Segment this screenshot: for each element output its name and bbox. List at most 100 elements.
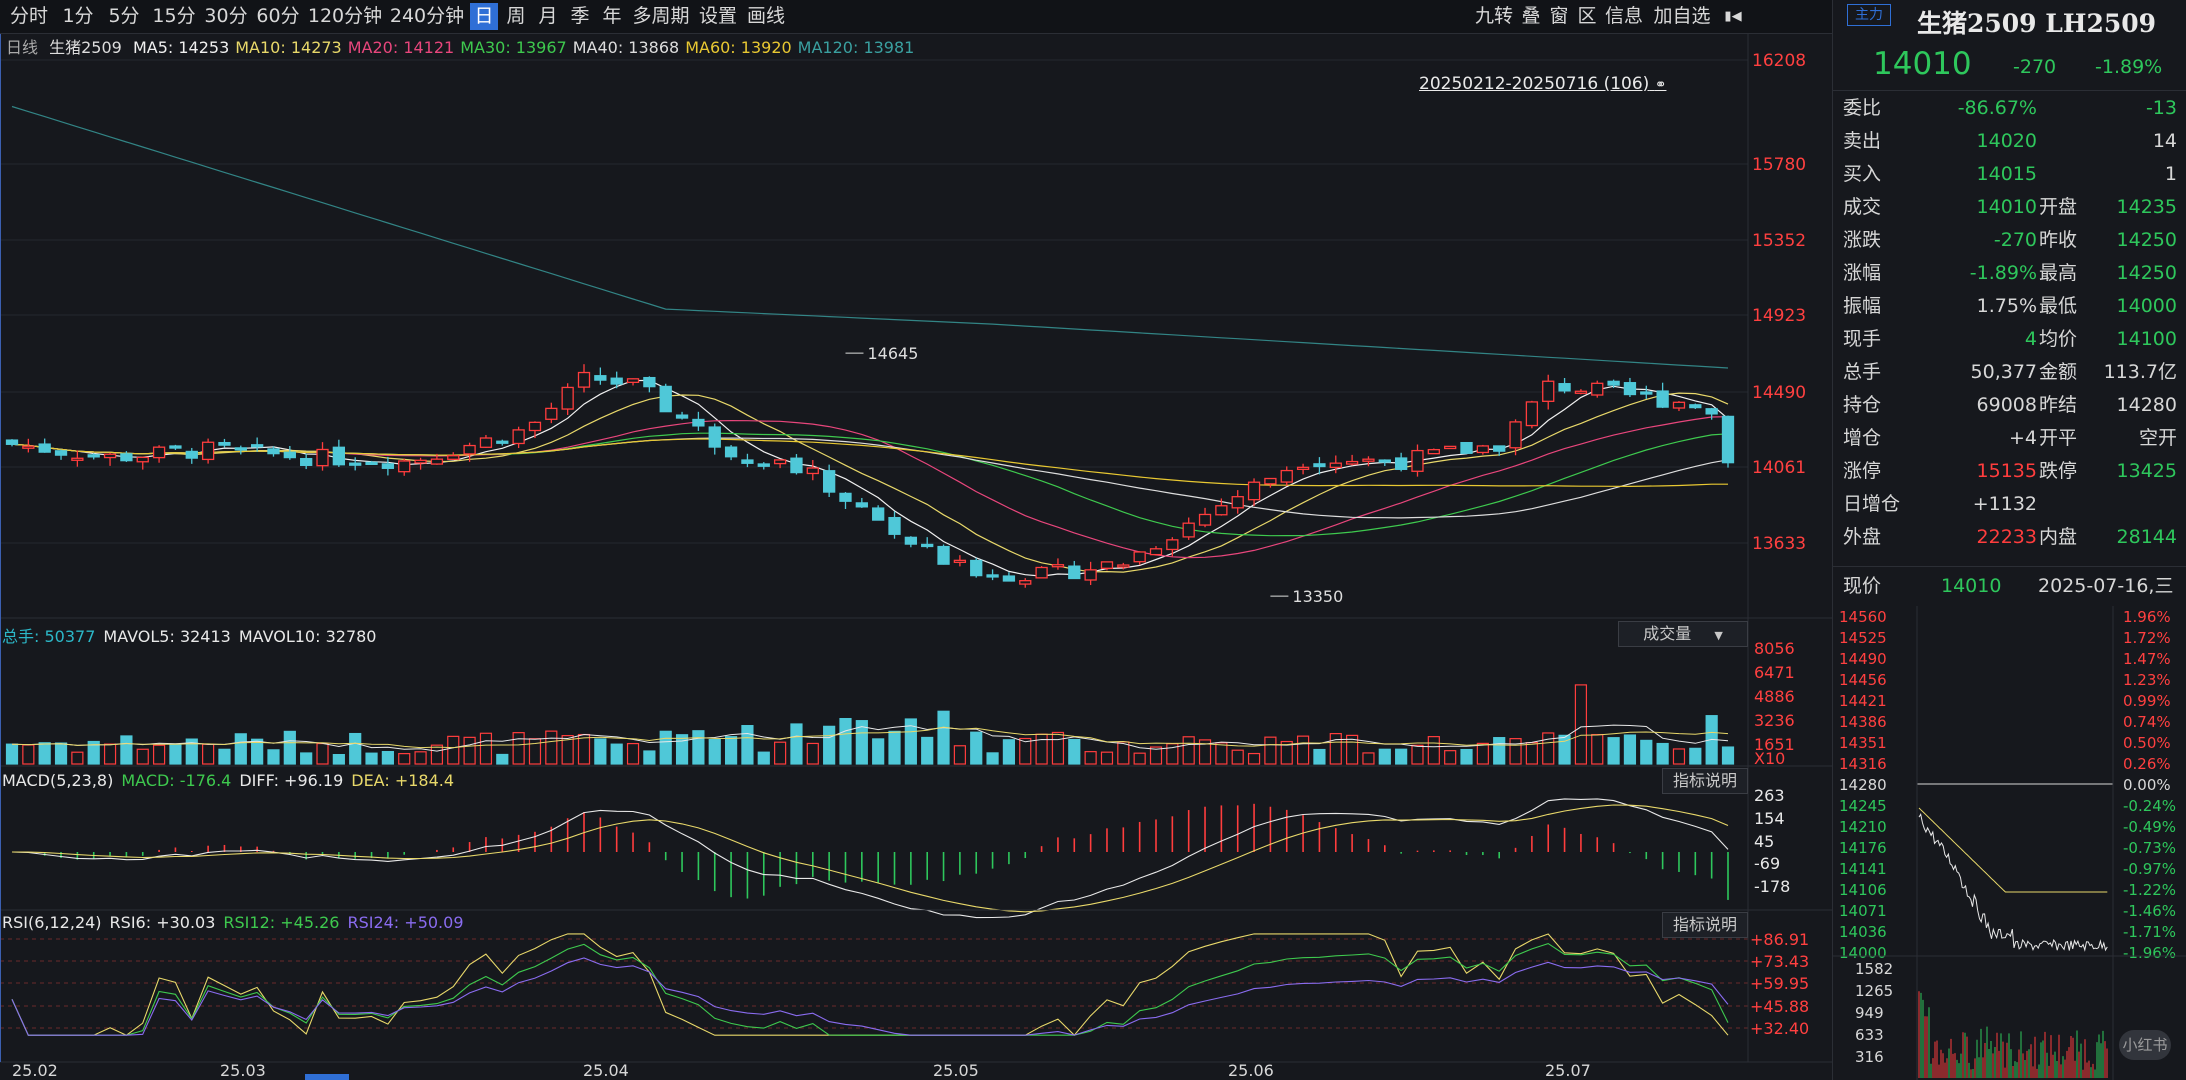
period-tab-1[interactable]: 1分 [62,5,94,27]
expand-icon[interactable]: ▮◀ [1724,9,1742,24]
mini-vol-tick: 316 [1855,1048,1884,1066]
quote-row-13: 外盘 22233 内盘 28144 [1833,521,2186,554]
main-legend: 日线 生猪2509 MA5: 14253 MA10: 14273 MA20: 141… [6,34,914,58]
period-tab-15[interactable]: 画线 [746,5,785,27]
quote-label-2: 金额 [2039,361,2078,383]
volume-bar [349,732,362,765]
quote-row-4: 涨跌 -270 昨收 14250 [1833,224,2186,257]
volume-bar [986,752,999,765]
volume-bar [1509,738,1522,765]
toolbar-right-1[interactable]: 叠 [1521,5,1541,27]
toolbar-right-2[interactable]: 窗 [1549,5,1569,27]
period-tab-12[interactable]: 年 [602,5,622,27]
candle-body [692,418,705,427]
volume-bar [1296,735,1310,765]
legend-item-0: RSI(6,12,24) [2,913,102,932]
candle-body [447,455,460,460]
scroll-thumb[interactable] [305,1074,349,1080]
legend-item-1: MACD: -176.4 [121,771,232,790]
volume-bar [937,710,950,765]
mini-vol-tick: 1582 [1855,960,1893,978]
candle-body [250,444,264,448]
quote-value: -270 [1993,229,2037,251]
ma-legend-item-4: MA40: 13868 [572,38,680,57]
period-tab-4[interactable]: 30分 [204,5,248,27]
mini-price-tick: 14176 [1839,839,1887,857]
volume-bar [1476,742,1489,765]
volume-tick: X10 [1754,749,1785,768]
quote-value: 14020 [1976,130,2037,152]
candle-body [577,371,591,388]
toolbar-right-3[interactable]: 区 [1577,5,1597,27]
date-range-label[interactable]: 20250212-20250716 (106) ⚭ [1419,74,1666,94]
volume-bar [1672,748,1686,765]
candle-body [937,545,950,565]
quote-label: 外盘 [1843,526,1882,548]
volume-bar [512,732,525,765]
current-label: 现价 [1843,575,1882,597]
candle-body [1166,539,1179,551]
volume-bar [430,744,444,765]
candle-body [1345,460,1359,465]
period-tab-2[interactable]: 5分 [108,5,140,27]
quote-value: 14010 [1976,196,2037,218]
mini-price-tick: 14456 [1839,671,1887,689]
intraday-chart[interactable]: 14560 1.96% 14525 1.72% 14490 1.47% 14456 1.23%… [1833,606,2186,1080]
volume-bar [1215,742,1228,765]
candle-body [659,385,672,413]
volume-bar [479,732,493,765]
lock-icon[interactable]: ⚭ [1654,77,1667,93]
toolbar-right-0[interactable]: 九转 [1474,5,1513,27]
period-tab-3[interactable]: 15分 [152,5,196,27]
candle-body [708,426,721,448]
period-tab-7[interactable]: 240分钟 [389,5,465,27]
volume-bar [953,745,966,765]
volume-bar [1574,684,1588,765]
candle-body [1656,390,1669,408]
mini-pct-tick: -0.97% [2123,860,2176,878]
date-tick: 25.05 [933,1061,979,1080]
period-tab-9[interactable]: 周 [506,5,526,27]
quote-label-2: 昨收 [2039,229,2078,251]
volume-bar [626,742,640,765]
period-tab-5[interactable]: 60分 [256,5,300,27]
period-tab-8[interactable]: 日 [470,3,498,30]
candle-body [724,446,738,458]
quote-value: +4 [2008,427,2037,449]
volume-bar [103,743,117,765]
period-tab-0[interactable]: 分时 [9,5,48,27]
mini-price-tick: 14000 [1839,944,1887,962]
chart-area[interactable]: 14645 13350 16208 15780 15352 14923 14490 1406… [0,0,1832,1080]
candle-body [1019,580,1032,585]
volume-bar [872,738,885,765]
avg-price-line [1918,807,2108,893]
candle-body [986,574,999,578]
volume-bar [1149,746,1163,765]
candle-body [1394,457,1408,470]
period-tab-6[interactable]: 120分钟 [307,5,383,27]
quote-label-2: 内盘 [2039,526,2078,548]
candle-body [675,414,689,419]
period-tab-10[interactable]: 月 [538,5,558,27]
period-tab-14[interactable]: 设置 [698,5,737,27]
volume-bar [1117,741,1130,765]
macd-help-button[interactable]: 指标说明 [1662,768,1748,794]
period-tab-13[interactable]: 多周期 [632,5,690,27]
volume-bar [1460,748,1473,765]
volume-indicator-dropdown[interactable]: 成交量 ▼ [1618,621,1748,647]
candle-body [1280,469,1293,483]
period-tab-11[interactable]: 季 [570,5,590,27]
toolbar-right-4[interactable]: 信息 [1604,5,1643,27]
volume-bar [643,750,656,765]
mini-vol-tick: 633 [1855,1026,1884,1044]
rsi-help-button[interactable]: 指标说明 [1662,912,1748,938]
volume-bar [1100,751,1114,765]
volume-bar [1558,734,1571,765]
current-price-row: 现价 14010 2025-07-16,三 [1833,570,2186,603]
candle-body [839,492,852,502]
volume-bar [87,740,100,765]
toolbar-right-5[interactable]: 加自选 [1653,5,1711,27]
mini-price-tick: 14210 [1839,818,1887,836]
volume-tick: 6471 [1754,663,1795,682]
rsi-tick: +32.40 [1750,1019,1809,1038]
